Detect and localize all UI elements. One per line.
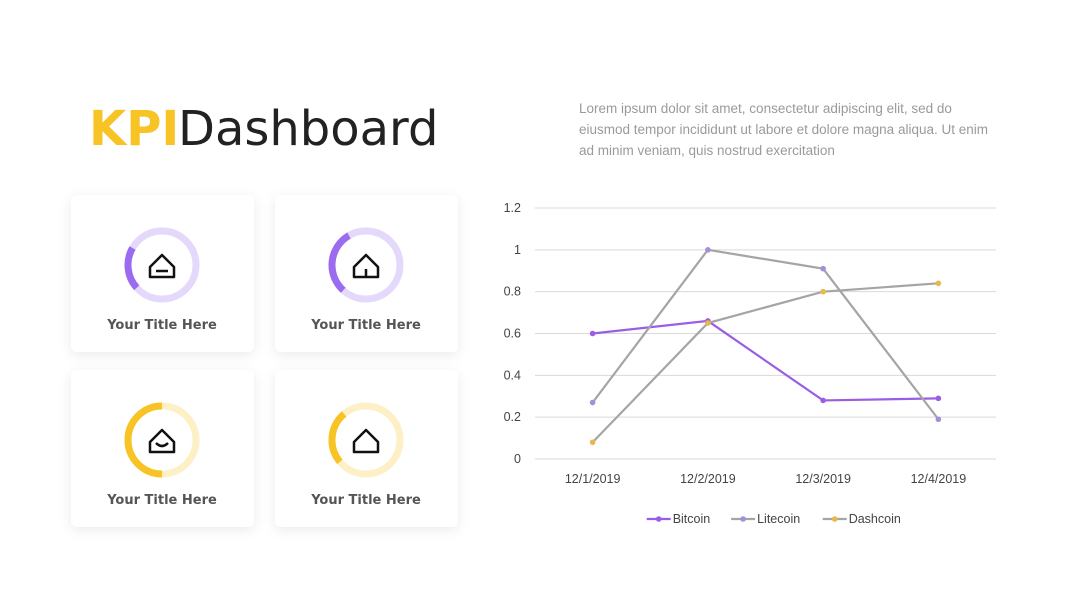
y-tick-label: 0.8 bbox=[504, 285, 521, 299]
legend-label: Bitcoin bbox=[673, 512, 711, 526]
ring-progress bbox=[124, 246, 140, 291]
card-label: Your Title Here bbox=[310, 318, 421, 333]
icon bbox=[148, 253, 176, 279]
icon bbox=[352, 428, 380, 454]
x-tick-label: 12/4/2019 bbox=[911, 472, 967, 486]
card bbox=[275, 370, 458, 527]
card bbox=[71, 370, 254, 527]
card-label: Your Title Here bbox=[106, 318, 217, 333]
y-tick-label: 0 bbox=[514, 452, 521, 466]
point bbox=[589, 330, 596, 337]
x-tick-label: 12/3/2019 bbox=[795, 472, 851, 486]
point bbox=[935, 280, 942, 287]
ring-progress bbox=[328, 232, 351, 293]
ring-progress bbox=[328, 411, 347, 465]
y-tick-label: 1.2 bbox=[504, 201, 521, 215]
y-tick-label: 1 bbox=[514, 243, 521, 257]
legend-label: Dashcoin bbox=[849, 512, 901, 526]
x-tick-label: 12/2/2019 bbox=[680, 472, 736, 486]
point bbox=[705, 320, 711, 326]
point bbox=[935, 416, 942, 423]
point bbox=[589, 439, 596, 446]
y-tick-label: 0.6 bbox=[504, 327, 521, 341]
point bbox=[820, 265, 826, 272]
series-line bbox=[591, 248, 940, 420]
card-label: Your Title Here bbox=[106, 493, 217, 508]
point bbox=[589, 399, 596, 406]
point bbox=[935, 395, 942, 402]
y-tick-label: 0.4 bbox=[504, 368, 521, 382]
icon bbox=[148, 428, 176, 454]
point bbox=[820, 288, 826, 295]
y-tick-label: 0.2 bbox=[504, 410, 521, 424]
series-line bbox=[591, 282, 939, 444]
legend-marker bbox=[655, 516, 662, 522]
legend-marker bbox=[740, 516, 746, 522]
legend-label: Litecoin bbox=[757, 512, 800, 526]
description: Lorem ipsum dolor sit amet, consectetur … bbox=[579, 101, 988, 158]
title: Dashboard bbox=[178, 101, 438, 157]
x-tick-label: 12/1/2019 bbox=[565, 472, 621, 486]
icon bbox=[352, 253, 380, 279]
ring-progress bbox=[124, 402, 163, 478]
point bbox=[705, 247, 711, 253]
point bbox=[820, 397, 826, 404]
card-label: Your Title Here bbox=[310, 493, 421, 508]
title-accent: KPI bbox=[89, 101, 179, 157]
card bbox=[71, 195, 254, 352]
legend-marker bbox=[831, 516, 838, 522]
